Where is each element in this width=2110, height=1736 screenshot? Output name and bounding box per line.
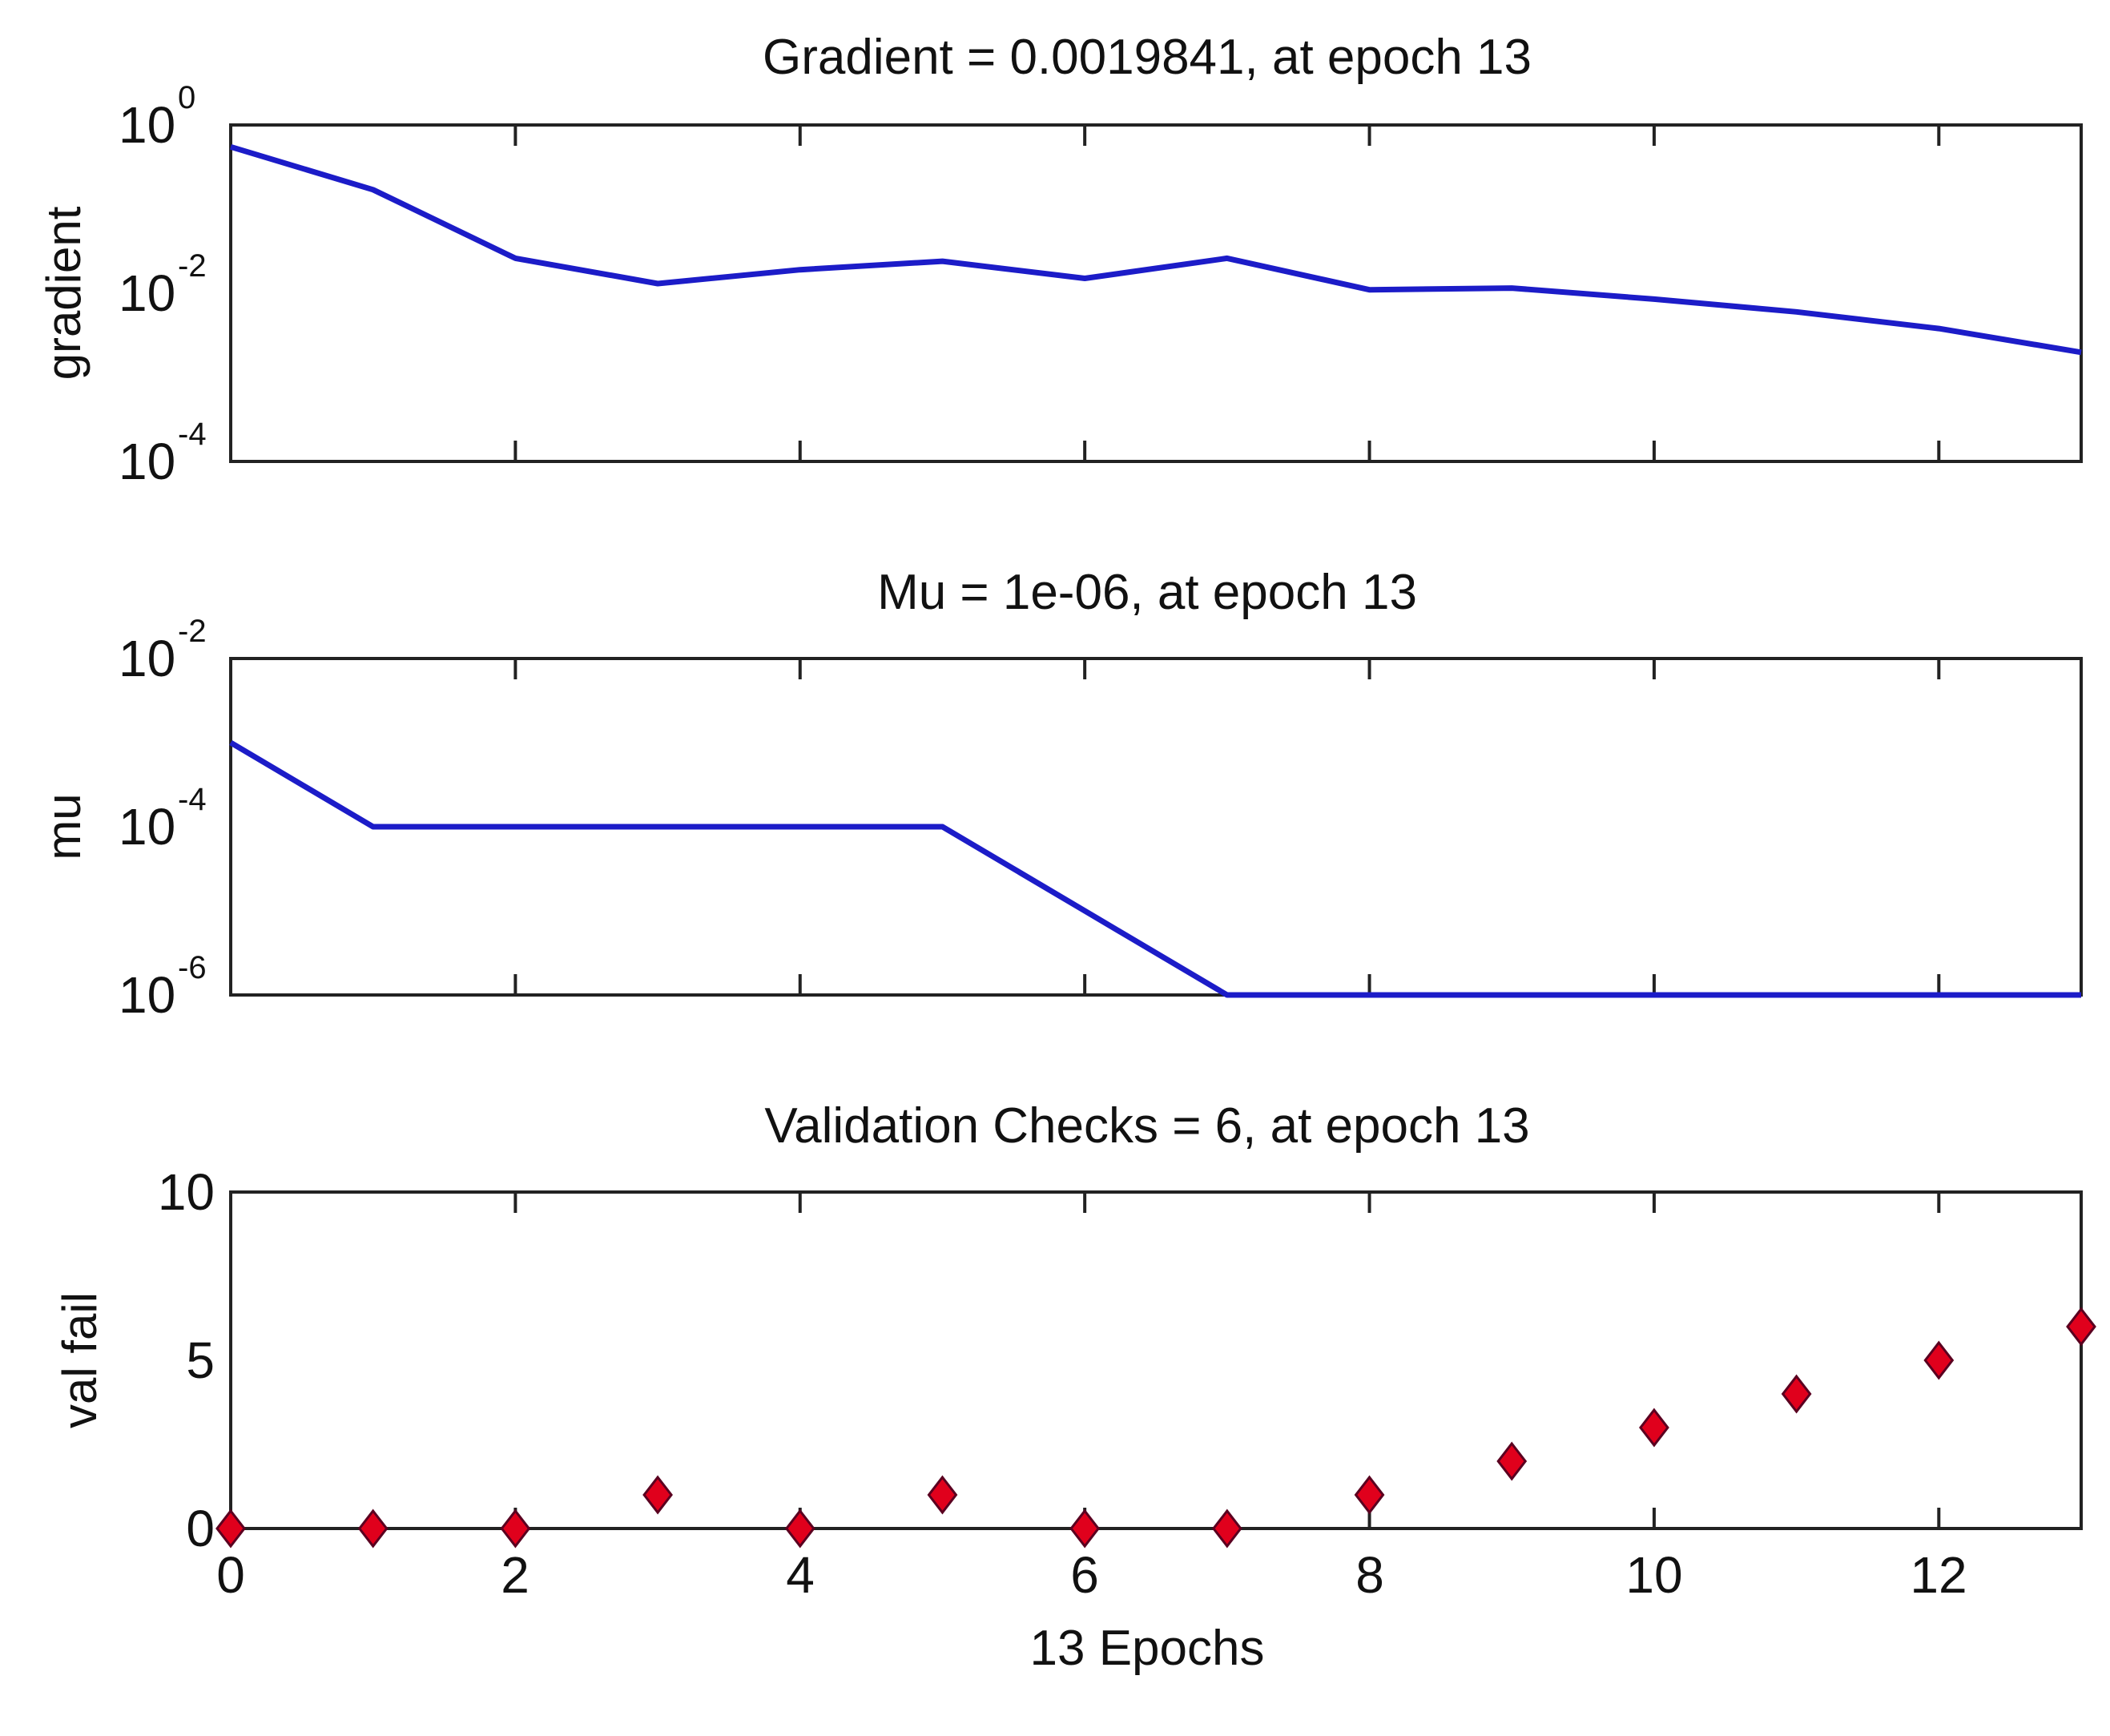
validation-marker-epoch-6: [1069, 1508, 1101, 1549]
mu-y-tick-top: 10 -2: [119, 614, 207, 687]
validation-marker-epoch-11: [1781, 1374, 1812, 1414]
validation-x-tick-labels: 0 2 4 6 8 10 12: [216, 1546, 1967, 1604]
validation-marker-epoch-8: [1354, 1475, 1385, 1515]
mu-y-label: mu: [37, 793, 91, 860]
gradient-panel: Gradient = 0.0019841, at epoch 13 gradie…: [37, 30, 2083, 490]
gradient-x-ticks: [229, 125, 1941, 461]
gradient-y-tick-exp: -2: [178, 248, 207, 284]
gradient-y-tick-mid: 10 -2: [119, 248, 207, 322]
x-tick-label-12: 12: [1910, 1546, 1967, 1604]
mu-y-tick-exp: -4: [178, 782, 207, 817]
gradient-series-line: [229, 143, 2082, 356]
x-tick-label-6: 6: [1070, 1546, 1099, 1604]
x-tick-label-4: 4: [786, 1546, 815, 1604]
mu-series-line: [229, 739, 2081, 998]
validation-marker-epoch-9: [1496, 1441, 1528, 1481]
x-axis-label: 13 Epochs: [1030, 1621, 1265, 1676]
mu-y-tick-exp: -6: [178, 950, 207, 985]
x-tick-label-10: 10: [1625, 1546, 1682, 1604]
gradient-y-tick-base: 10: [119, 433, 175, 490]
validation-axes-box: [229, 1190, 2083, 1530]
gradient-axes-box: [229, 123, 2083, 463]
validation-x-ticks: [229, 1192, 1941, 1529]
mu-panel: Mu = 1e-06, at epoch 13 mu 10 -2 10 -4 1…: [37, 565, 2083, 1024]
validation-y-tick-0: 0: [186, 1500, 215, 1557]
gradient-y-tick-base: 10: [119, 264, 175, 322]
x-tick-label-2: 2: [501, 1546, 530, 1604]
gradient-y-tick-exp: 0: [178, 80, 195, 115]
mu-axes-box: [229, 657, 2083, 997]
validation-marker-epoch-7: [1211, 1508, 1242, 1549]
gradient-y-tick-base: 10: [119, 96, 175, 154]
mu-x-ticks: [229, 659, 1941, 995]
gradient-y-tick-top: 10 0: [119, 80, 195, 154]
mu-title: Mu = 1e-06, at epoch 13: [877, 565, 1417, 620]
mu-y-tick-exp: -2: [178, 614, 207, 649]
mu-y-tick-base: 10: [119, 798, 175, 856]
gradient-y-tick-exp: -4: [178, 417, 207, 452]
x-tick-label-0: 0: [216, 1546, 245, 1604]
validation-y-label: val fail: [53, 1292, 107, 1428]
validation-marker-epoch-3: [642, 1475, 673, 1515]
validation-marker-epoch-2: [500, 1508, 531, 1549]
validation-marker-epoch-1: [357, 1508, 389, 1549]
validation-marker-epoch-0: [215, 1508, 246, 1549]
mu-y-tick-base: 10: [119, 630, 175, 687]
gradient-y-label: gradient: [37, 206, 91, 380]
validation-marker-epoch-5: [927, 1475, 958, 1515]
validation-marker-epoch-12: [1923, 1340, 1955, 1380]
gradient-title: Gradient = 0.0019841, at epoch 13: [763, 30, 1532, 85]
mu-y-tick-bottom: 10 -6: [119, 950, 207, 1024]
validation-markers: [215, 1307, 2096, 1549]
mu-y-tick-mid: 10 -4: [119, 782, 207, 856]
validation-marker-epoch-10: [1639, 1408, 1669, 1448]
mu-y-tick-base: 10: [119, 966, 175, 1024]
gradient-y-tick-bottom: 10 -4: [119, 417, 207, 490]
validation-marker-epoch-13: [2066, 1307, 2096, 1347]
validation-y-tick-5: 5: [186, 1331, 215, 1389]
validation-marker-epoch-4: [784, 1508, 815, 1549]
validation-y-tick-10: 10: [158, 1163, 215, 1221]
x-tick-label-8: 8: [1355, 1546, 1384, 1604]
validation-title: Validation Checks = 6, at epoch 13: [764, 1098, 1529, 1154]
validation-panel: Validation Checks = 6, at epoch 13 val f…: [53, 1098, 2096, 1676]
